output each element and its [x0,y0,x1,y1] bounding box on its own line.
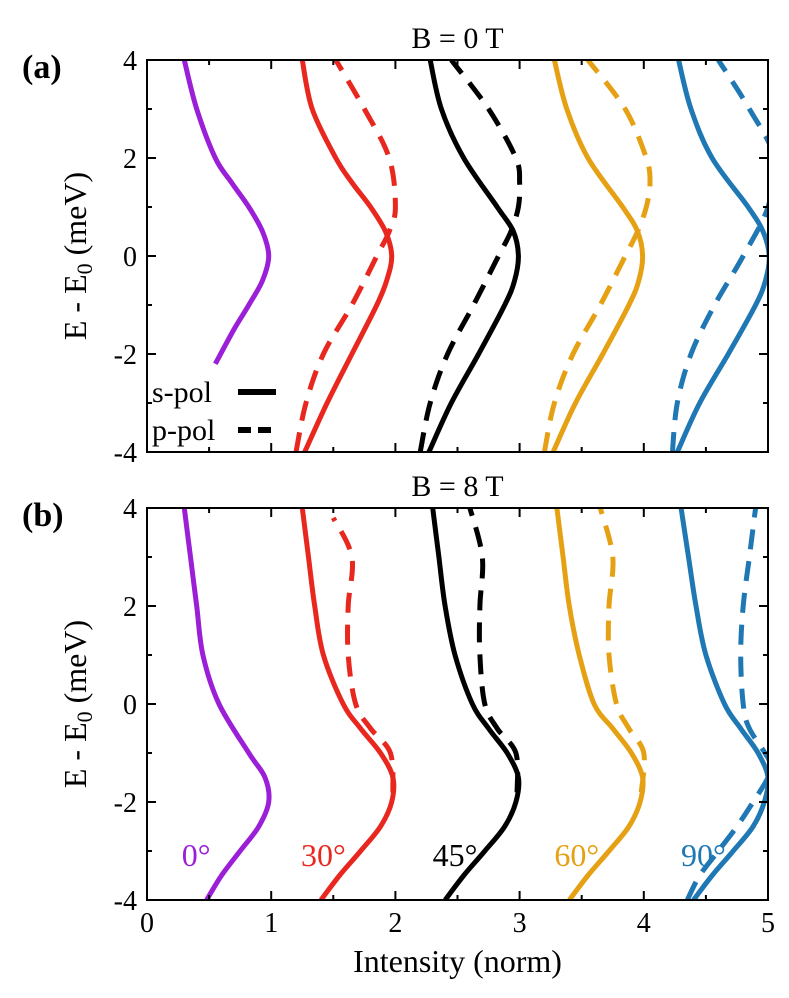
y-axis-label-unit: (meV) [57,172,93,264]
y-tick-label: -4 [114,438,137,469]
angle-label: 0° [182,837,211,873]
x-axis-label: Intensity (norm) [353,943,562,979]
series-line-0deg-s-pol [181,60,272,365]
panel-title: B = 8 T [411,470,503,503]
x-tick-label: 1 [264,908,278,939]
y-tick-label: 2 [123,592,137,623]
x-tick-label: 5 [761,908,775,939]
y-axis-label-main: E - E [57,722,93,788]
x-tick-label: 0 [140,908,154,939]
angle-label: 60° [554,837,599,873]
series-line-60deg-s-pol [554,508,646,900]
y-axis-label-subscript: 0 [72,711,97,722]
x-tick-label: 2 [388,908,402,939]
series-line-30deg-s-pol [299,60,395,452]
y-tick-label: -4 [114,886,137,917]
x-tick-label: 3 [513,908,527,939]
series-line-45deg-p-pol [417,60,523,452]
angle-label: 90° [681,837,726,873]
legend-label: p-pol [152,414,215,447]
series-line-30deg-s-pol [299,508,397,900]
series-line-90deg-p-pol [685,508,768,900]
series-line-45deg-s-pol [426,60,521,452]
series-line-30deg-p-pol [293,60,398,452]
y-axis-label: E - E0 (meV) [57,172,97,340]
legend: s-pol p-pol [152,376,276,447]
series-group [181,60,768,452]
y-tick-label: 2 [123,144,137,175]
panel-title: B = 0 T [411,22,503,55]
y-axis-label-unit: (meV) [57,620,93,712]
y-tick-label: 0 [123,242,137,273]
legend-label: s-pol [152,376,212,409]
y-tick-label: -2 [114,340,137,371]
x-tick-label: 4 [637,908,651,939]
series-line-45deg-p-pol [467,508,521,793]
panel-label: (b) [22,497,64,534]
series-line-30deg-p-pol [331,516,396,793]
panel-label: (a) [22,49,62,86]
series-line-60deg-s-pol [550,60,646,452]
series-line-90deg-s-pol [678,508,768,900]
y-tick-label: 4 [123,494,137,525]
angle-label: 30° [301,837,346,873]
series-group [181,508,768,900]
y-tick-label: 0 [123,690,137,721]
series-line-90deg-p-pol [669,60,768,452]
angle-label: 45° [433,837,478,873]
series-line-90deg-s-pol [675,60,768,452]
y-tick-label: -2 [114,788,137,819]
series-line-0deg-s-pol [181,508,272,900]
y-tick-label: 4 [123,46,137,77]
y-axis-label-subscript: 0 [72,263,97,274]
series-line-60deg-p-pol [597,508,647,793]
series-line-60deg-p-pol [541,60,653,452]
y-axis-label: E - E0 (meV) [57,620,97,788]
y-axis-label-main: E - E [57,274,93,340]
series-line-45deg-s-pol [430,508,522,900]
